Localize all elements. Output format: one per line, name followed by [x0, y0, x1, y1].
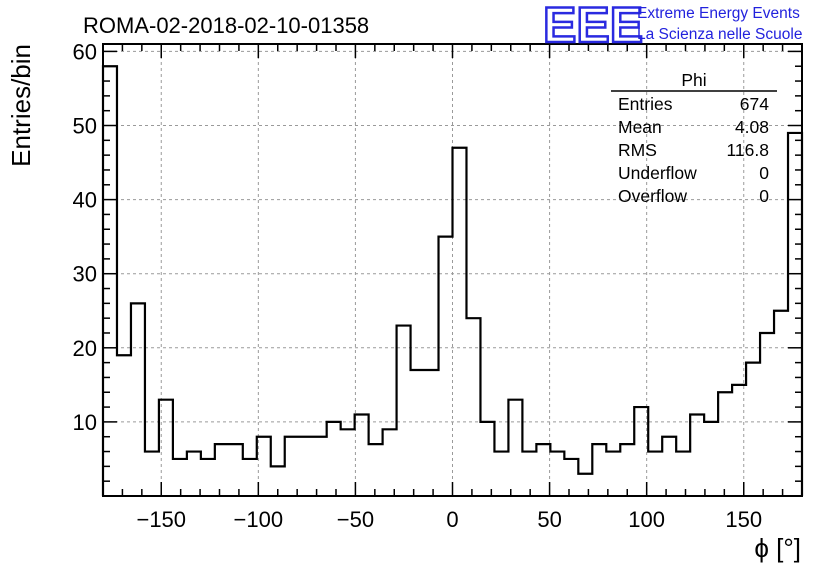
stats-label-underflow: Underflow — [618, 163, 697, 183]
x-tick-label: −150 — [136, 507, 186, 532]
axis-ticks — [102, 44, 803, 496]
y-tick-label: 40 — [73, 188, 97, 213]
y-tick-label: 50 — [73, 114, 97, 139]
stats-label-overflow: Overflow — [618, 186, 687, 206]
y-tick-label: 10 — [73, 410, 97, 435]
stats-box: Phi Entries 674 Mean 4.08 RMS 116.8 Unde… — [611, 70, 777, 206]
y-tick-label: 20 — [73, 336, 97, 361]
x-tick-label: 100 — [628, 507, 665, 532]
stats-label-entries: Entries — [618, 94, 673, 114]
y-axis-label: Entries/bin — [6, 44, 36, 167]
brand-logo: EEE Extreme Energy Events La Scienza nel… — [542, 0, 803, 54]
stats-value-entries: 674 — [740, 94, 769, 114]
stats-value-underflow: 0 — [759, 163, 769, 183]
x-tick-label: −50 — [337, 507, 374, 532]
stats-value-mean: 4.08 — [735, 117, 769, 137]
stats-value-rms: 116.8 — [727, 140, 770, 160]
stats-label-rms: RMS — [618, 140, 657, 160]
y-tick-label: 30 — [73, 262, 97, 287]
brand-logo-mark: EEE — [543, 0, 643, 53]
grid — [103, 44, 802, 496]
stats-title: Phi — [681, 70, 706, 90]
x-tick-label: 0 — [446, 507, 458, 532]
brand-line-1: Extreme Energy Events — [637, 5, 800, 22]
chart-title: ROMA-02-2018-02-10-01358 — [83, 13, 369, 38]
x-tick-label: −100 — [234, 507, 284, 532]
x-tick-label: 50 — [537, 507, 561, 532]
stats-label-mean: Mean — [618, 117, 662, 137]
histogram-line — [101, 65, 804, 496]
x-axis-label: ϕ [°] — [754, 533, 801, 563]
brand-line-2: La Scienza nelle Scuole — [637, 26, 802, 43]
y-tick-label: 60 — [73, 39, 97, 64]
x-tick-label: 150 — [725, 507, 762, 532]
stats-value-overflow: 0 — [759, 186, 769, 206]
